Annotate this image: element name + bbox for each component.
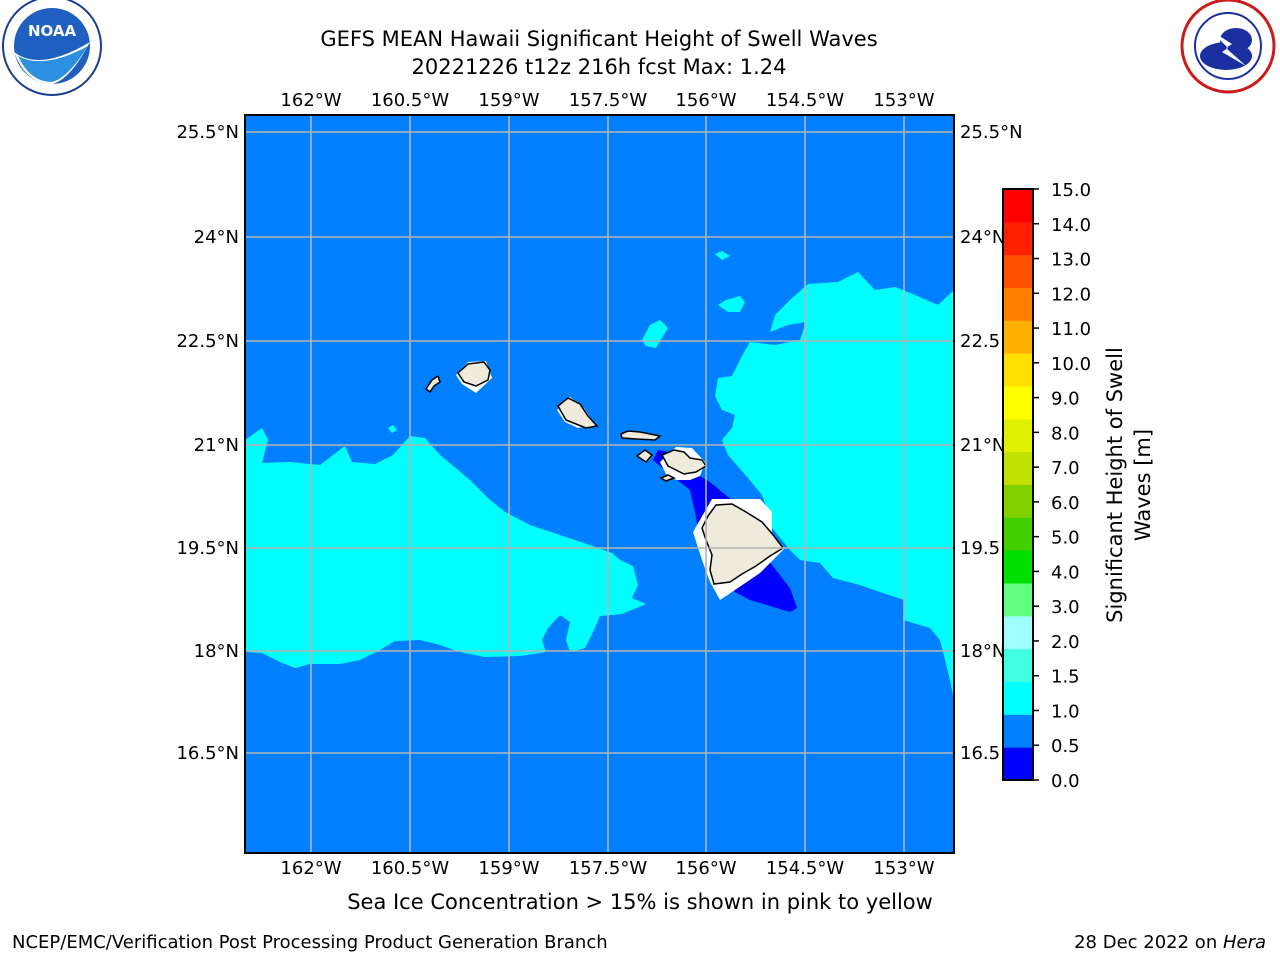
footer-host: Hera — [1222, 932, 1266, 953]
colorbar-segment — [1003, 583, 1033, 617]
noaa-logo: NOAA — [2, 0, 102, 96]
lon-label-bottom: 162°W — [280, 858, 341, 879]
colorbar-tick-label: 13.0 — [1051, 250, 1091, 271]
colorbar-segment — [1003, 747, 1033, 781]
lat-label-left: 21°N — [194, 435, 239, 456]
lon-label-top: 154.5°W — [766, 90, 845, 111]
colorbar-segment — [1003, 484, 1033, 518]
swell-patch-4 — [388, 425, 397, 433]
colorbar — [1002, 188, 1034, 781]
lat-label-right: 21°N — [960, 435, 1005, 456]
colorbar-tick-label: 10.0 — [1051, 354, 1091, 375]
island-hawaii — [701, 503, 785, 585]
colorbar-tick-label: 5.0 — [1051, 528, 1080, 549]
colorbar-tick-label: 3.0 — [1051, 597, 1080, 618]
lat-label-right: 16.5 — [960, 743, 1000, 764]
colorbar-tick-label: 2.0 — [1051, 632, 1080, 653]
colorbar-tick-label: 7.0 — [1051, 458, 1080, 479]
colorbar-frame — [1002, 188, 1034, 781]
grid-lines — [245, 115, 954, 853]
lat-label-left: 18°N — [194, 641, 239, 662]
lat-label-left: 24°N — [194, 227, 239, 248]
colorbar-tick-label: 0.5 — [1051, 736, 1080, 757]
nws-logo — [1180, 0, 1276, 94]
colorbar-tick-label: 11.0 — [1051, 319, 1091, 340]
colorbar-segment — [1003, 615, 1033, 650]
colorbar-tick-label: 12.0 — [1051, 284, 1091, 305]
map-plot — [245, 115, 954, 853]
lon-label-bottom: 153°W — [873, 858, 934, 879]
noaa-logo-text: NOAA — [28, 22, 77, 40]
lon-label-top: 153°W — [873, 90, 934, 111]
footer-branch: NCEP/EMC/Verification Post Processing Pr… — [12, 932, 608, 953]
island-oahu — [557, 397, 599, 429]
lon-label-top: 156°W — [675, 90, 736, 111]
colorbar-segment — [1003, 418, 1033, 453]
map-frame — [244, 114, 955, 854]
lat-label-right: 25.5°N — [960, 122, 1023, 143]
title-line-2: 20221226 t12z 216h fcst Max: 1.24 — [411, 55, 787, 79]
lat-label-left: 19.5°N — [176, 538, 239, 559]
swell-patch-2 — [718, 296, 745, 312]
island-lanai — [635, 449, 654, 463]
island-niihau — [424, 374, 441, 394]
colorbar-segment — [1003, 550, 1033, 584]
colorbar-segment — [1003, 648, 1033, 682]
colorbar-segment — [1003, 353, 1033, 387]
colorbar-tick-label: 14.0 — [1051, 215, 1091, 236]
colorbar-ticks: 0.0 0.5 1.0 1.5 2.0 3.0 4.0 5.0 6.0 7.0 8.0 9.0 10.0… — [1033, 180, 1091, 792]
colorbar-segment — [1003, 681, 1033, 715]
sea-ice-note: Sea Ice Concentration > 15% is shown in … — [347, 890, 933, 914]
swell-patch-3 — [715, 251, 730, 260]
colorbar-segment — [1003, 189, 1033, 223]
colorbar-segment — [1003, 451, 1033, 485]
lat-label-right: 22.5 — [960, 331, 1000, 352]
island-kauai — [457, 361, 491, 387]
lon-label-top: 162°W — [280, 90, 341, 111]
island-molokai — [620, 430, 662, 441]
colorbar-tick-label: 6.0 — [1051, 493, 1080, 514]
lon-label-bottom: 156°W — [675, 858, 736, 879]
colorbar-segment — [1003, 287, 1033, 321]
island-kahoolawe — [659, 474, 676, 482]
colorbar-segment — [1003, 320, 1033, 354]
lat-label-left: 16.5°N — [176, 743, 239, 764]
lon-label-bottom: 160.5°W — [371, 858, 450, 879]
colorbar-segment — [1003, 254, 1033, 288]
lon-label-top: 160.5°W — [371, 90, 450, 111]
colorbar-segment — [1003, 221, 1033, 256]
title-line-1: GEFS MEAN Hawaii Significant Height of S… — [320, 27, 878, 51]
lat-label-right: 24°N — [960, 227, 1005, 248]
lon-label-top: 157.5°W — [569, 90, 648, 111]
colorbar-tick-label: 1.5 — [1051, 667, 1080, 688]
colorbar-label-line-2: Waves [m] — [1131, 429, 1155, 541]
lat-label-right: 19.5 — [960, 538, 1000, 559]
lon-label-top: 159°W — [478, 90, 539, 111]
colorbar-label-line-1: Significant Height of Swell — [1103, 347, 1127, 623]
lon-label-bottom: 157.5°W — [569, 858, 648, 879]
footer-date: 28 Dec 2022 on Hera — [1074, 932, 1266, 953]
colorbar-tick-label: 8.0 — [1051, 423, 1080, 444]
colorbar-tick-label: 9.0 — [1051, 389, 1080, 410]
lat-label-right: 18°N — [960, 641, 1005, 662]
colorbar-tick-label: 4.0 — [1051, 562, 1080, 583]
colorbar-tick-label: 0.0 — [1051, 771, 1080, 792]
colorbar-tick-label: 15.0 — [1051, 180, 1091, 201]
lon-label-bottom: 154.5°W — [766, 858, 845, 879]
lat-label-left: 25.5°N — [176, 122, 239, 143]
colorbar-tick-label: 1.0 — [1051, 701, 1080, 722]
lat-label-left: 22.5°N — [176, 331, 239, 352]
colorbar-segment — [1003, 517, 1033, 551]
swell-region-east — [715, 272, 954, 700]
footer-date-text: 28 Dec 2022 on — [1074, 932, 1223, 953]
colorbar-segment — [1003, 386, 1033, 420]
colorbar-segment — [1003, 714, 1033, 748]
lon-label-bottom: 159°W — [478, 858, 539, 879]
